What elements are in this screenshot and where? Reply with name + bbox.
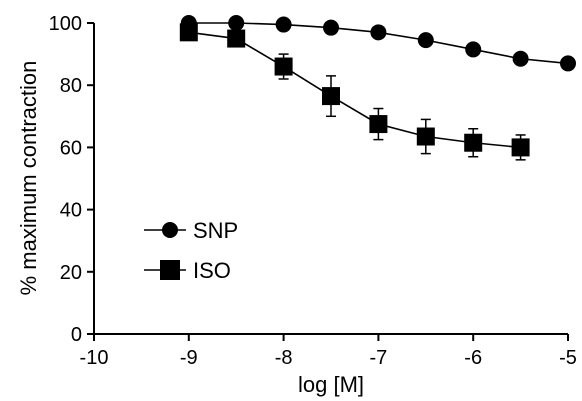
iso-point [464, 133, 483, 152]
y-tick-label: 80 [60, 75, 82, 97]
legend-item-iso: ISO [144, 258, 231, 283]
snp-point [275, 16, 292, 33]
y-tick-label: 40 [60, 200, 82, 222]
x-axis-title: log [M] [298, 372, 364, 397]
snp-point [512, 50, 529, 67]
x-tick-label: -9 [180, 347, 198, 369]
iso-point [369, 115, 388, 134]
legend-label: ISO [193, 258, 231, 283]
axis-ticks: -10 -9 -8 -7 -6 -5 0 20 40 60 80 100 [49, 13, 577, 369]
snp-point [228, 15, 245, 31]
snp-point [417, 32, 434, 49]
y-tick-label: 60 [60, 137, 82, 159]
y-tick-label: 20 [60, 262, 82, 284]
iso-point [179, 23, 198, 42]
y-tick-label: 0 [71, 324, 82, 346]
x-tick-label: -5 [559, 347, 577, 369]
legend-item-snp: SNP [144, 218, 238, 243]
snp-point [323, 19, 339, 36]
iso-point [416, 127, 435, 146]
series-iso [179, 23, 530, 161]
y-tick-label: 100 [49, 13, 82, 35]
legend-marker-square [160, 260, 180, 280]
x-tick-label: -6 [464, 347, 482, 369]
x-tick-label: -10 [80, 347, 109, 369]
snp-point [465, 41, 482, 58]
plot-area [93, 23, 568, 335]
legend: SNP ISO [144, 218, 238, 283]
iso-point [511, 138, 530, 157]
legend-label: SNP [193, 218, 238, 243]
snp-point [370, 24, 387, 41]
iso-point [227, 29, 246, 48]
snp-point [560, 55, 576, 72]
x-tick-label: -8 [275, 347, 293, 369]
y-axis-title: % maximum contraction [16, 61, 41, 296]
legend-marker-circle [162, 222, 178, 238]
iso-point [322, 87, 340, 106]
iso-point [274, 57, 293, 76]
x-tick-label: -7 [370, 347, 388, 369]
series-layer [179, 15, 576, 161]
